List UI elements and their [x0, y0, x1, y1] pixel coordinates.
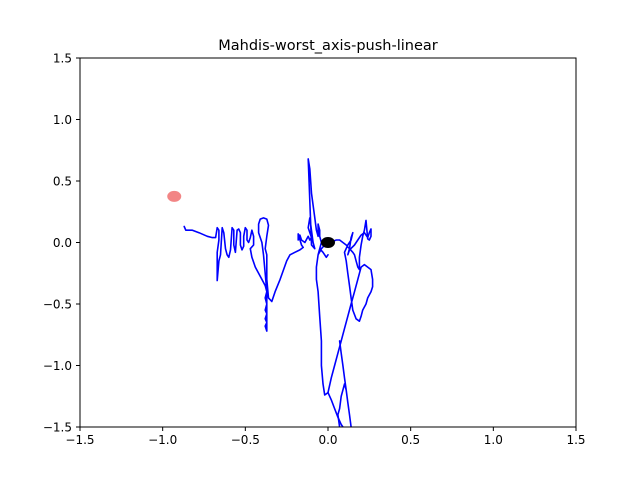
y-tick-label: 0.0	[53, 236, 72, 250]
x-tick-label: 1.0	[484, 433, 503, 447]
axis-layer: −1.5 −1.0 −0.5 0.0 0.5 1.0 1.5 −1.5 −1.0 −0.5 0.0 0…	[43, 52, 586, 448]
chart-title: Mahdis-worst_axis-push-linear	[218, 38, 437, 54]
y-tick-label: −1.5	[43, 421, 72, 435]
object-marker	[321, 237, 335, 248]
plot-marker-layer	[167, 190, 335, 248]
x-tick-label: −0.5	[231, 433, 260, 447]
x-tick-label: −1.0	[148, 433, 177, 447]
y-tick-label: 0.5	[53, 175, 72, 189]
plot-data-layer	[183, 158, 374, 427]
trajectory-line-1	[183, 158, 374, 396]
y-tick-label: −0.5	[43, 298, 72, 312]
trajectory-line-3	[327, 391, 344, 427]
trajectory-line-2	[337, 340, 352, 427]
x-tick-label: 0.0	[318, 433, 337, 447]
x-tick-label: −1.5	[65, 433, 94, 447]
x-tick-label: 1.5	[566, 433, 585, 447]
y-tick-label: 1.0	[53, 113, 72, 127]
y-tick-label: 1.5	[53, 52, 72, 66]
x-tick-label: 0.5	[401, 433, 420, 447]
goal-marker	[167, 190, 182, 202]
y-tick-label: −1.0	[43, 359, 72, 373]
